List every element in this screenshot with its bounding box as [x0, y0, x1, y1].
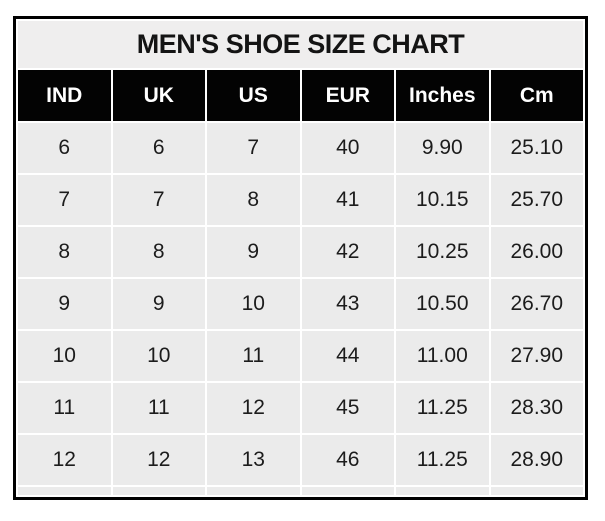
table-cell: 12: [18, 435, 111, 485]
table-cell: 11.00: [396, 331, 489, 381]
chart-title: MEN'S SHOE SIZE CHART: [18, 21, 583, 68]
header-row: IND UK US EUR Inches Cm: [18, 70, 583, 121]
title-row: MEN'S SHOE SIZE CHART: [18, 21, 583, 68]
column-header-uk: UK: [112, 70, 205, 121]
table-cell: 9.90: [396, 123, 489, 173]
filler-cell: [396, 487, 489, 495]
table-cell: 6: [112, 123, 205, 173]
filler-row: [18, 487, 583, 495]
table-cell: 9: [207, 227, 300, 277]
table-cell: 8: [207, 175, 300, 225]
table-cell: 11: [18, 383, 111, 433]
table-cell: 11: [207, 331, 300, 381]
table-cell: 26.70: [490, 279, 583, 329]
table-cell: 10: [207, 279, 300, 329]
table-cell: 7: [112, 175, 205, 225]
column-header-cm: Cm: [490, 70, 583, 121]
table-row: 11 11 12 45 11.25 28.30: [18, 383, 583, 433]
column-header-us: US: [207, 70, 300, 121]
table-cell: 41: [301, 175, 394, 225]
table-cell: 11.25: [396, 435, 489, 485]
table-cell: 43: [301, 279, 394, 329]
table-cell: 44: [301, 331, 394, 381]
table-cell: 10: [112, 331, 205, 381]
table-row: 8 8 9 42 10.25 26.00: [18, 227, 583, 277]
table-cell: 7: [207, 123, 300, 173]
table-cell: 10.15: [396, 175, 489, 225]
table-cell: 46: [301, 435, 394, 485]
table-cell: 12: [112, 435, 205, 485]
table-cell: 26.00: [490, 227, 583, 277]
column-header-inches: Inches: [396, 70, 489, 121]
table-cell: 6: [18, 123, 111, 173]
filler-cell: [490, 487, 583, 495]
filler-cell: [207, 487, 300, 495]
table-cell: 28.90: [490, 435, 583, 485]
table-cell: 28.30: [490, 383, 583, 433]
table-cell: 10.25: [396, 227, 489, 277]
size-chart-table: MEN'S SHOE SIZE CHART IND UK US EUR Inch…: [13, 16, 588, 500]
table-cell: 45: [301, 383, 394, 433]
column-header-ind: IND: [18, 70, 111, 121]
shoe-size-chart: MEN'S SHOE SIZE CHART IND UK US EUR Inch…: [13, 16, 588, 500]
table-cell: 10.50: [396, 279, 489, 329]
column-header-eur: EUR: [301, 70, 394, 121]
filler-cell: [301, 487, 394, 495]
table-cell: 8: [18, 227, 111, 277]
table-cell: 42: [301, 227, 394, 277]
table-row: 6 6 7 40 9.90 25.10: [18, 123, 583, 173]
table-cell: 9: [112, 279, 205, 329]
table-cell: 10: [18, 331, 111, 381]
table-cell: 7: [18, 175, 111, 225]
filler-cell: [18, 487, 111, 495]
table-cell: 40: [301, 123, 394, 173]
table-row: 12 12 13 46 11.25 28.90: [18, 435, 583, 485]
table-cell: 8: [112, 227, 205, 277]
filler-cell: [112, 487, 205, 495]
table-cell: 9: [18, 279, 111, 329]
table-row: 9 9 10 43 10.50 26.70: [18, 279, 583, 329]
table-cell: 25.10: [490, 123, 583, 173]
table-cell: 11: [112, 383, 205, 433]
table-cell: 27.90: [490, 331, 583, 381]
table-row: 7 7 8 41 10.15 25.70: [18, 175, 583, 225]
table-cell: 12: [207, 383, 300, 433]
table-cell: 11.25: [396, 383, 489, 433]
table-row: 10 10 11 44 11.00 27.90: [18, 331, 583, 381]
table-cell: 13: [207, 435, 300, 485]
table-cell: 25.70: [490, 175, 583, 225]
